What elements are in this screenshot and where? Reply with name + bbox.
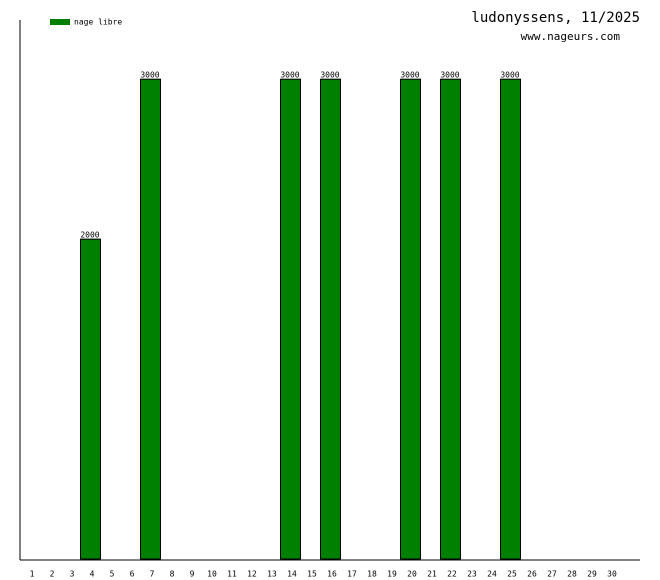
x-tick-label: 23 [467, 570, 477, 579]
x-tick-label: 19 [387, 570, 397, 579]
x-tick-label: 13 [267, 570, 277, 579]
value-label: 3000 [440, 71, 459, 80]
value-label: 3000 [280, 71, 299, 80]
x-tick-label: 3 [70, 570, 75, 579]
x-tick-label: 22 [447, 570, 457, 579]
x-tick-label: 17 [347, 570, 357, 579]
value-label: 3000 [320, 71, 339, 80]
x-tick-label: 28 [567, 570, 577, 579]
x-tick-label: 5 [110, 570, 115, 579]
x-tick-label: 18 [367, 570, 377, 579]
x-tick-label: 15 [307, 570, 317, 579]
value-label: 3000 [500, 71, 519, 80]
value-label: 3000 [140, 71, 159, 80]
x-tick-label: 29 [587, 570, 597, 579]
x-tick-label: 2 [50, 570, 55, 579]
chart-title: ludonyssens, 11/2025 [471, 10, 640, 26]
value-label: 3000 [400, 71, 419, 80]
x-tick-label: 11 [227, 570, 237, 579]
x-tick-label: 6 [130, 570, 135, 579]
x-tick-label: 1 [30, 570, 35, 579]
bar [280, 78, 301, 560]
bar [140, 78, 161, 560]
chart-subtitle: www.nageurs.com [521, 30, 621, 43]
x-tick-label: 20 [407, 570, 417, 579]
legend-label: nage libre [74, 18, 122, 27]
x-tick-label: 25 [507, 570, 517, 579]
x-tick-label: 21 [427, 570, 437, 579]
x-tick-label: 30 [607, 570, 617, 579]
value-label: 2000 [80, 231, 99, 240]
bar [80, 238, 101, 560]
x-tick-label: 24 [487, 570, 497, 579]
x-tick-label: 8 [170, 570, 175, 579]
bar [500, 78, 521, 560]
bar [440, 78, 461, 560]
bar [320, 78, 341, 560]
x-tick-label: 14 [287, 570, 297, 579]
bar [400, 78, 421, 560]
x-tick-label: 4 [90, 570, 95, 579]
x-tick-label: 12 [247, 570, 257, 579]
legend-swatch [50, 19, 70, 25]
x-tick-label: 9 [190, 570, 195, 579]
x-tick-label: 16 [327, 570, 337, 579]
x-tick-label: 7 [150, 570, 155, 579]
x-tick-label: 10 [207, 570, 217, 579]
x-tick-label: 26 [527, 570, 537, 579]
x-tick-label: 27 [547, 570, 557, 579]
